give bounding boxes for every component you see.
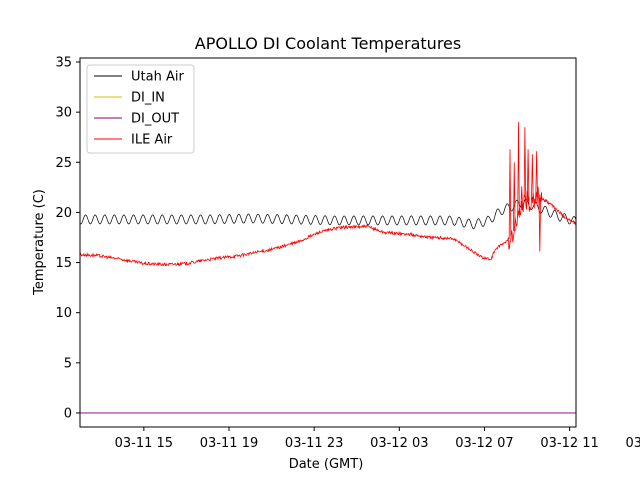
series-line-utah-air xyxy=(80,198,576,230)
legend-label: DI_IN xyxy=(131,91,165,106)
ile-air-spike xyxy=(535,151,538,197)
y-tick-label: 10 xyxy=(55,306,72,321)
chart-title: APOLLO DI Coolant Temperatures xyxy=(195,34,461,53)
legend-label: DI_OUT xyxy=(131,112,179,127)
y-tick-label: 25 xyxy=(55,156,72,171)
x-tick-label: 03-11 23 xyxy=(285,436,343,451)
ile-air-spike xyxy=(520,186,523,208)
y-tick-label: 15 xyxy=(55,256,72,271)
legend-box xyxy=(86,64,195,154)
y-tick-label: 30 xyxy=(55,106,72,121)
x-tick-label: 03-11 15 xyxy=(115,436,173,451)
ile-air-spike xyxy=(538,197,542,252)
ile-air-spike xyxy=(517,122,520,218)
y-axis-label: Temperature (C) xyxy=(32,189,47,296)
y-tick-label: 0 xyxy=(64,406,72,421)
series-line-ile-air xyxy=(80,186,576,267)
plot-frame xyxy=(79,57,577,428)
legend-label: Utah Air xyxy=(131,70,184,85)
legend: Utah Air DI_IN DI_OUT ILE Air xyxy=(86,64,195,154)
x-axis: 03-11 15 03-11 19 03-11 23 03-12 03 03-12 07… xyxy=(115,427,640,451)
ile-air-spike xyxy=(508,149,512,239)
legend-label: ILE Air xyxy=(131,133,173,148)
y-tick-label: 35 xyxy=(55,56,72,71)
x-tick-label: 03-12 11 xyxy=(540,436,598,451)
series-layer xyxy=(80,122,576,414)
y-tick-label: 5 xyxy=(64,356,72,371)
y-axis: 0 5 10 15 20 25 30 35 xyxy=(55,56,80,421)
y-tick-label: 20 xyxy=(55,206,72,221)
ile-air-spike xyxy=(526,149,530,202)
ile-air-spike xyxy=(531,154,534,200)
ile-air-spike xyxy=(523,127,527,204)
x-tick-label: 03-11 19 xyxy=(200,436,258,451)
x-tick-label: 03-12 03 xyxy=(370,436,428,451)
x-axis-label: Date (GMT) xyxy=(289,457,364,472)
x-tick-label: 03-12 15 xyxy=(626,436,640,451)
ile-air-spike xyxy=(513,162,516,231)
x-tick-label: 03-12 07 xyxy=(455,436,513,451)
